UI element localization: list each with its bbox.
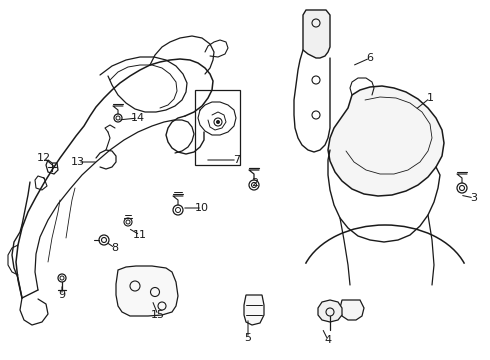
Circle shape: [216, 120, 220, 124]
Text: 10: 10: [195, 203, 209, 213]
Text: 11: 11: [133, 230, 147, 240]
Text: 1: 1: [426, 93, 434, 103]
Text: 4: 4: [324, 335, 332, 345]
Text: 15: 15: [151, 310, 165, 320]
Text: 3: 3: [470, 193, 477, 203]
Text: 8: 8: [111, 243, 119, 253]
Text: 13: 13: [71, 157, 85, 167]
Polygon shape: [318, 300, 342, 322]
Text: 12: 12: [37, 153, 51, 163]
Text: 14: 14: [131, 113, 145, 123]
Text: 7: 7: [233, 155, 241, 165]
Polygon shape: [116, 266, 178, 316]
Text: 9: 9: [58, 290, 66, 300]
Polygon shape: [328, 86, 444, 196]
Polygon shape: [244, 295, 264, 325]
Polygon shape: [303, 10, 330, 58]
Text: 2: 2: [251, 178, 259, 188]
Text: 5: 5: [245, 333, 251, 343]
Polygon shape: [340, 300, 364, 320]
Text: 6: 6: [367, 53, 373, 63]
